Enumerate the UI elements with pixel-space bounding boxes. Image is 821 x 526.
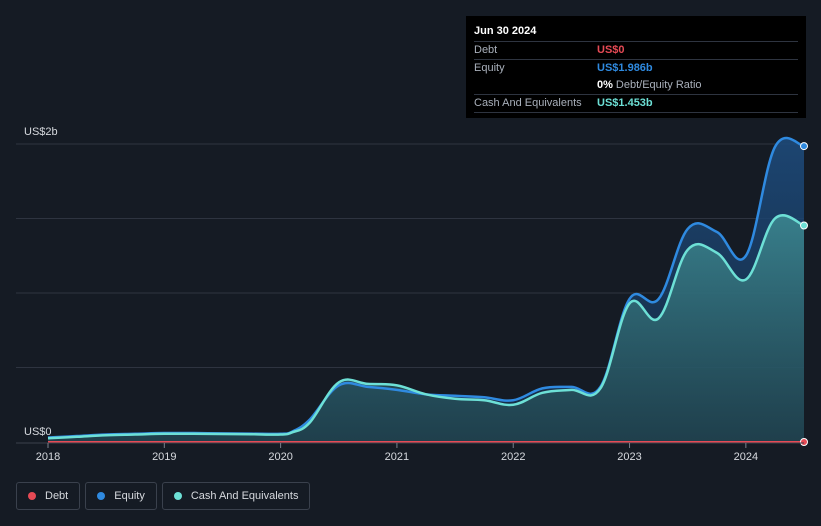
legend-item-equity[interactable]: Equity [85,482,157,510]
cash-area [48,215,804,442]
legend-item-debt[interactable]: Debt [16,482,81,510]
tooltip-equity-row: Equity US$1.986b [474,59,798,77]
end-markers [800,142,808,446]
legend-label-cash: Cash And Equivalents [190,490,299,502]
cash-end-marker [800,221,808,230]
tooltip-equity-value: US$1.986b [597,62,653,74]
x-tick-label: 2022 [501,451,525,463]
tooltip-ratio-value: 0% [597,79,613,91]
debt-end-marker [800,438,808,446]
tooltip-ratio-label: Debt/Equity Ratio [615,79,702,91]
x-tick-label: 2019 [152,451,176,463]
cash-line [47,214,805,440]
y-axis-top-label: US$2b [24,126,58,138]
series-areas [48,138,804,442]
x-tick-label: 2023 [617,451,641,463]
x-tick-label: 2020 [268,451,292,463]
x-axis: 2018 2019 2020 2021 2022 2023 2024 [16,442,804,463]
data-tooltip: Jun 30 2024 Debt US$0 Equity US$1.986b 0… [466,16,806,118]
tooltip-cash-row: Cash And Equivalents US$1.453b [474,94,798,113]
tooltip-debt-value: US$0 [597,44,625,56]
tooltip-date: Jun 30 2024 [474,25,537,37]
legend-label-debt: Debt [45,490,69,502]
tooltip-debt-row: Debt US$0 [474,41,798,59]
legend-label-equity: Equity [114,490,145,502]
x-tick-label: 2024 [734,451,758,463]
tooltip-ratio-row: 0% Debt/Equity Ratio [474,77,798,94]
tooltip-cash-label: Cash And Equivalents [474,97,582,109]
x-tick-label: 2018 [36,451,60,463]
legend-dot-cash [173,492,182,500]
tooltip-cash-value: US$1.453b [597,97,653,109]
x-tick-label: 2021 [385,451,409,463]
equity-end-marker [800,142,808,151]
legend-dot-equity [97,492,106,500]
legend-item-cash[interactable]: Cash And Equivalents [161,482,311,510]
legend-dot-debt [28,492,36,500]
tooltip-debt-label: Debt [474,44,498,56]
series-lines [47,136,805,443]
chart-legend: Debt Equity Cash And Equivalents [16,482,311,510]
y-axis-bottom-label: US$0 [24,426,52,438]
tooltip-equity-label: Equity [474,62,505,74]
